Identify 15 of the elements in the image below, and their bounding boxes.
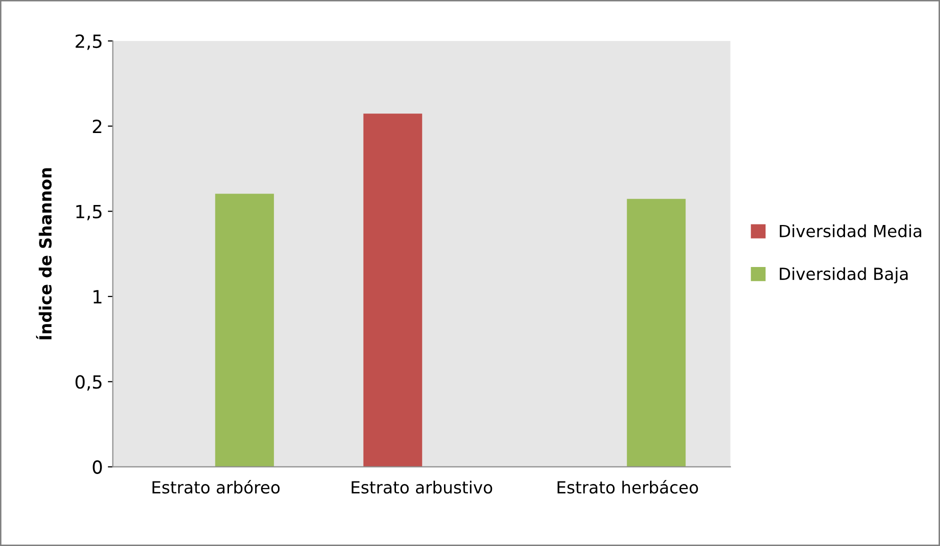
x-tick-label: Estrato herbáceo (558, 480, 698, 494)
y-tick-label: 0,5 (76, 375, 102, 391)
bar (363, 114, 422, 467)
bar (626, 198, 686, 467)
legend-label: Diversidad Baja (780, 267, 908, 284)
x-tick-label: Estrato arbustivo (352, 480, 492, 494)
bar (215, 194, 274, 467)
x-tick-label: Estrato arbóreo (152, 480, 280, 494)
y-tick-label: 2 (92, 120, 102, 133)
y-axis-title: Índice de Shannon (36, 168, 52, 340)
y-tick-label: 0 (92, 460, 102, 474)
y-tick-label: 1,5 (76, 205, 102, 220)
y-tick-label: 2,5 (76, 34, 102, 50)
legend-label: Diversidad Media (780, 224, 922, 238)
y-tick-label: 1 (94, 290, 102, 304)
